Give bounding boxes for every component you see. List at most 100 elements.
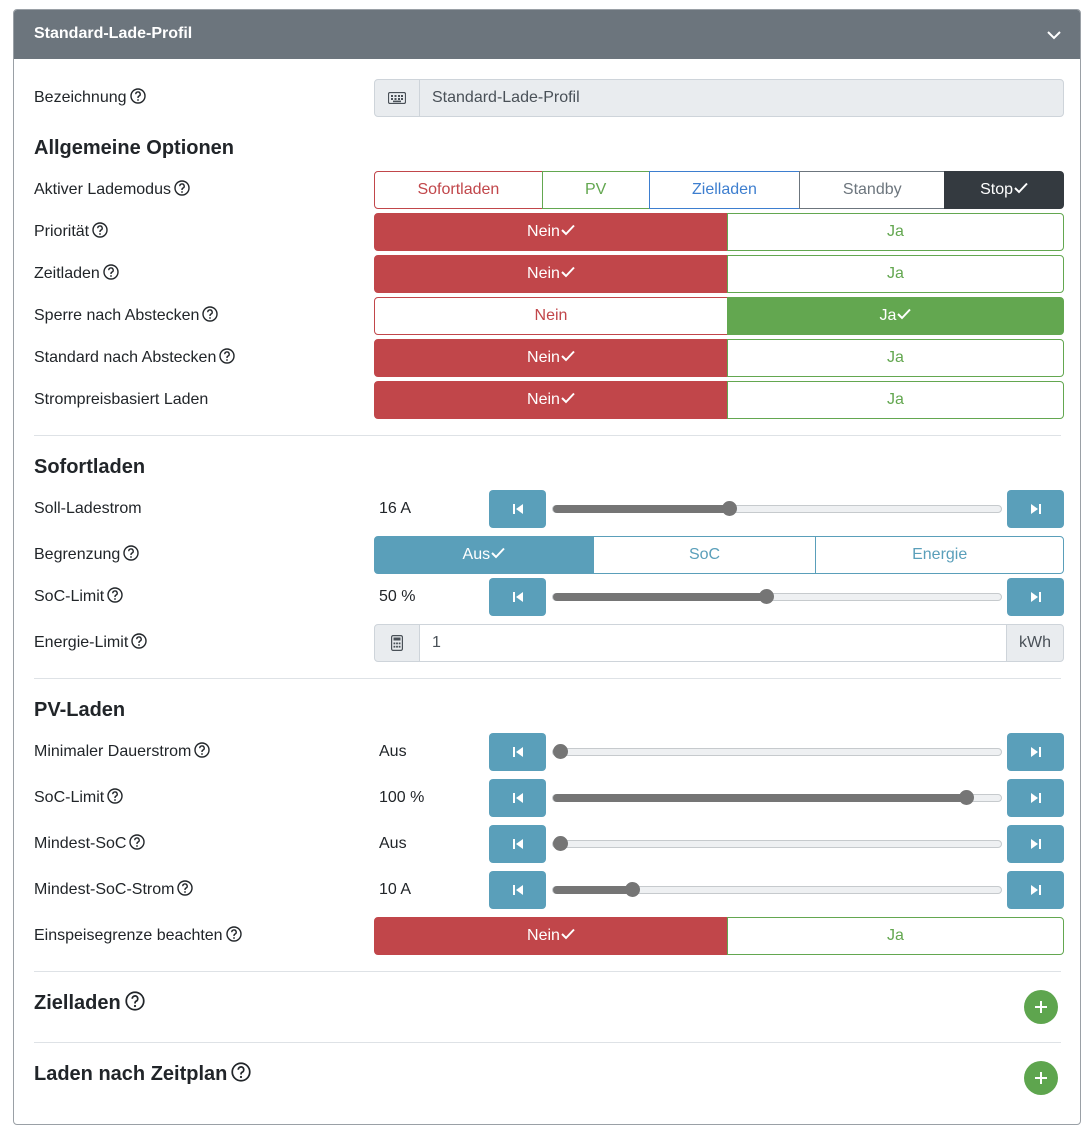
help-icon[interactable] [107,788,123,804]
soll-ladestrom-label: Soll-Ladestrom [34,500,142,517]
section-title-zeitplan: Laden nach Zeitplan [34,1062,251,1086]
pv-soc-limit-label: SoC-Limit [34,788,123,808]
bezeichnung-input-group: Standard-Lade-Profil [374,79,1064,117]
sperre-nein-button[interactable]: Nein [374,297,728,335]
help-icon[interactable] [103,264,119,280]
begrenzung-aus-button[interactable]: Aus [374,536,594,574]
min-dauerstrom-increase-button[interactable] [1007,733,1064,771]
bezeichnung-input[interactable]: Standard-Lade-Profil [419,79,1064,117]
chevron-down-icon[interactable] [1046,27,1062,43]
slider-thumb[interactable] [553,744,568,759]
slider-thumb[interactable] [625,882,640,897]
soc-limit-slider[interactable] [552,589,1002,604]
add-zeitplan-button[interactable] [1024,1061,1058,1095]
add-zielladen-button[interactable] [1024,990,1058,1024]
mindest-soc-label: Mindest-SoC [34,834,146,854]
energie-limit-input-group: 1 kWh [374,624,1064,662]
soll-ladestrom-decrease-button[interactable] [489,490,546,528]
mindest-soc-strom-slider[interactable] [552,882,1002,897]
einspeisegrenze-label-text: Einspeisegrenze beachten [34,927,223,944]
mindest-soc-strom-label: Mindest-SoC-Strom [34,880,194,900]
help-icon[interactable] [177,880,194,896]
prioritaet-ja-button[interactable]: Ja [727,213,1064,251]
help-icon[interactable] [225,926,242,942]
sperre-group: Nein Ja [374,297,1064,335]
check-icon [561,392,575,404]
section-title-zielladen: Zielladen [34,991,145,1015]
step-backward-icon [512,839,523,849]
pv-soc-limit-slider[interactable] [552,790,1002,805]
strompreis-ja-button[interactable]: Ja [727,381,1064,419]
strompreis-nein-button[interactable]: Nein [374,381,728,419]
help-icon[interactable] [202,306,219,322]
prioritaet-label-text: Priorität [34,223,90,240]
mindest-soc-strom-increase-button[interactable] [1007,871,1064,909]
standard-ja-button[interactable]: Ja [727,339,1064,377]
slider-thumb[interactable] [959,790,974,805]
soc-limit-increase-button[interactable] [1007,578,1064,616]
step-forward-icon [1030,885,1041,895]
slider-thumb[interactable] [722,501,737,516]
min-dauerstrom-decrease-button[interactable] [489,733,546,771]
zeitladen-nein-button[interactable]: Nein [374,255,728,293]
help-icon[interactable] [107,587,123,603]
step-backward-icon [512,885,523,895]
check-icon [561,350,575,362]
prioritaet-label: Priorität [34,222,108,242]
slider-fill [553,505,729,513]
sperre-ja-button[interactable]: Ja [727,297,1064,335]
lademodus-zielladen-button[interactable]: Zielladen [648,171,801,209]
nein-label: Nein [527,391,560,408]
mindest-soc-label-text: Mindest-SoC [34,835,127,852]
min-dauerstrom-slider[interactable] [552,744,1002,759]
soll-ladestrom-slider[interactable] [552,501,1002,516]
calculator-icon [374,624,420,662]
mindest-soc-slider[interactable] [552,836,1002,851]
soc-limit-decrease-button[interactable] [489,578,546,616]
nein-label: Nein [527,927,560,944]
einspeisegrenze-ja-button[interactable]: Ja [727,917,1064,955]
soc-limit-label: SoC-Limit [34,587,123,607]
mindest-soc-strom-decrease-button[interactable] [489,871,546,909]
help-icon[interactable] [125,991,145,1011]
help-icon[interactable] [174,180,190,196]
mindest-soc-decrease-button[interactable] [489,825,546,863]
help-icon[interactable] [92,222,108,238]
slider-thumb[interactable] [553,836,568,851]
check-icon [897,308,912,320]
help-icon[interactable] [131,633,147,649]
zeitladen-ja-button[interactable]: Ja [727,255,1064,293]
einspeisegrenze-nein-button[interactable]: Nein [374,917,728,955]
lademodus-sofortladen-button[interactable]: Sofortladen [374,171,543,209]
lademodus-stop-button[interactable]: Stop [944,171,1064,209]
begrenzung-soc-button[interactable]: SoC [592,536,817,574]
help-icon[interactable] [129,88,146,104]
help-icon[interactable] [194,742,211,758]
check-icon [561,266,575,278]
mindest-soc-strom-label-text: Mindest-SoC-Strom [34,881,175,898]
divider [34,678,1061,679]
standard-nein-button[interactable]: Nein [374,339,728,377]
lademodus-label-text: Aktiver Lademodus [34,181,171,198]
help-icon[interactable] [129,834,146,850]
check-icon [491,547,505,559]
energie-limit-label-text: Energie-Limit [34,634,129,651]
pv-soc-limit-increase-button[interactable] [1007,779,1064,817]
step-forward-icon [1030,592,1041,602]
mindest-soc-increase-button[interactable] [1007,825,1064,863]
pv-soc-limit-decrease-button[interactable] [489,779,546,817]
zeitladen-label: Zeitladen [34,264,119,284]
standard-group: Nein Ja [374,339,1064,377]
lademodus-pv-button[interactable]: PV [541,171,650,209]
help-icon[interactable] [231,1062,251,1082]
slider-thumb[interactable] [759,589,774,604]
help-icon[interactable] [219,348,236,364]
lademodus-standby-button[interactable]: Standby [799,171,946,209]
soll-ladestrom-increase-button[interactable] [1007,490,1064,528]
plus-icon [1035,1072,1047,1084]
energie-limit-input[interactable]: 1 [419,624,1007,662]
prioritaet-nein-button[interactable]: Nein [374,213,728,251]
help-icon[interactable] [123,545,139,561]
card-header[interactable]: Standard-Lade-Profil [14,10,1080,59]
begrenzung-energie-button[interactable]: Energie [815,536,1064,574]
